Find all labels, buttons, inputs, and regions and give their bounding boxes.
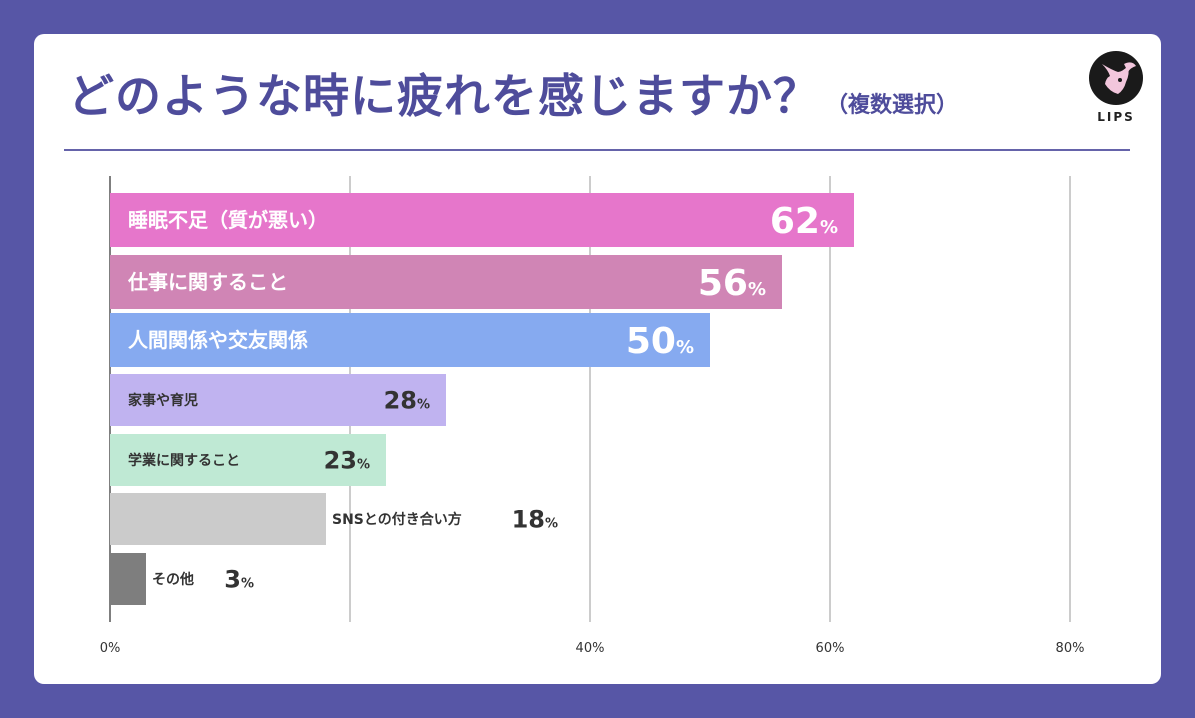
category-label: 学業に関すること — [128, 452, 240, 469]
chart-title: どのような時に疲れを感じますか？ （複数選択） — [68, 60, 958, 126]
data-label: 50% — [626, 321, 694, 362]
deer-icon — [1089, 51, 1143, 105]
data-label: 18% — [512, 506, 558, 534]
title-divider — [64, 149, 1130, 151]
bar — [110, 374, 446, 426]
bar — [110, 255, 782, 309]
data-label: 56% — [698, 263, 766, 304]
x-tick-label: 0% — [100, 641, 121, 656]
bar — [110, 313, 710, 367]
title-main: どのような時に疲れを感じますか？ — [68, 69, 820, 123]
lips-logo: LIPS — [1088, 50, 1144, 130]
bar — [110, 553, 146, 605]
category-label: SNSとの付き合い方 — [332, 511, 462, 528]
data-label: 28% — [384, 387, 430, 415]
category-label: 人間関係や交友関係 — [128, 328, 308, 352]
bar — [110, 193, 854, 247]
logo-text: LIPS — [1097, 110, 1135, 124]
data-label: 23% — [324, 447, 370, 475]
category-label: その他 — [152, 571, 194, 588]
data-label: 3% — [224, 566, 254, 594]
data-label: 62% — [770, 201, 838, 242]
category-label: 家事や育児 — [128, 392, 198, 409]
bar — [110, 493, 326, 545]
category-label: 睡眠不足（質が悪い） — [128, 208, 328, 232]
bar — [110, 434, 386, 486]
x-tick-label: 80% — [1056, 641, 1085, 656]
title-subtitle: （複数選択） — [826, 93, 959, 118]
x-tick-label: 40% — [576, 641, 605, 656]
category-label: 仕事に関すること — [127, 270, 288, 294]
x-tick-label: 60% — [816, 641, 845, 656]
